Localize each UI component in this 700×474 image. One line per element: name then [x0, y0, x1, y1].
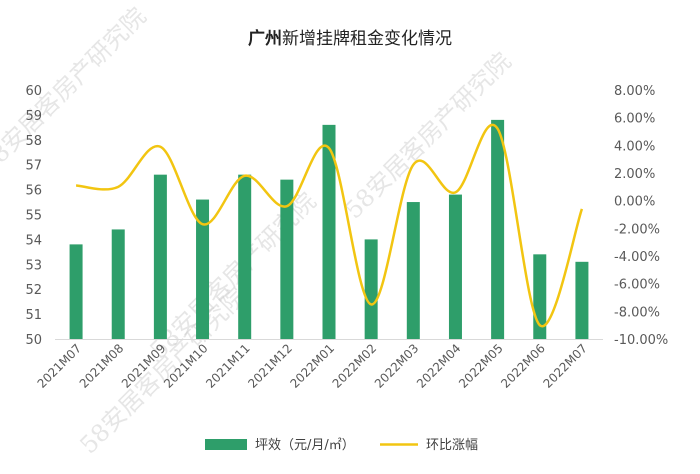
y-left-tick-label: 53: [25, 258, 42, 273]
y-right-tick-label: -4.00%: [614, 250, 660, 265]
legend-label-line: 环比涨幅: [426, 438, 478, 453]
y-right-tick-label: -6.00%: [614, 278, 660, 293]
bar-2021M07: [69, 244, 83, 339]
x-tick-label: 2021M08: [77, 341, 127, 391]
y-left-tick-label: 56: [25, 184, 42, 199]
y-right-tick-label: 4.00%: [614, 139, 655, 154]
y-left-tick-label: 57: [25, 159, 42, 174]
bar-2022M01: [322, 124, 336, 339]
legend-label-bar: 坪效（元/月/㎡）: [255, 438, 355, 453]
y-left-tick-label: 59: [25, 109, 42, 124]
y-right-tick-label: 8.00%: [614, 84, 655, 99]
x-tick-label: 2022M04: [414, 341, 464, 391]
bar-2022M05: [491, 119, 505, 339]
bar-2021M12: [280, 179, 294, 339]
chart-title-bold: 广州: [248, 28, 282, 49]
chart-title: 广州新增挂牌租金变化情况: [248, 28, 452, 49]
watermark-text: 58安居客房产研究院: [144, 187, 321, 364]
y-left-tick-label: 51: [25, 308, 42, 323]
x-axis: 2021M072021M082021M092021M102021M112021M…: [35, 341, 590, 391]
bar-2021M08: [111, 229, 125, 339]
bar-2021M10: [196, 199, 210, 339]
x-tick-label: 2021M07: [35, 341, 85, 391]
watermark-text: 58安居客房产研究院: [0, 2, 152, 179]
x-tick-label: 2021M11: [203, 341, 253, 391]
line-series-change: [75, 123, 584, 328]
y-right-tick-label: -10.00%: [614, 333, 668, 348]
y-left-tick-label: 58: [25, 134, 42, 149]
bar-2022M04: [448, 194, 462, 339]
x-tick-label: 2022M02: [330, 341, 380, 391]
y-left-tick-label: 52: [25, 283, 42, 298]
x-tick-label: 2021M12: [245, 341, 295, 391]
x-tick-label: 2022M03: [372, 341, 422, 391]
bar-2021M11: [238, 174, 252, 339]
watermark-text: 58安居客房产研究院: [339, 47, 516, 224]
bar-2021M09: [153, 174, 167, 339]
y-right-tick-label: -8.00%: [614, 305, 660, 320]
y-left-tick-label: 60: [25, 84, 42, 99]
x-tick-label: 2022M07: [540, 341, 590, 391]
x-tick-label: 2022M06: [498, 341, 548, 391]
chart-title-rest: 新增挂牌租金变化情况: [282, 29, 452, 49]
y-axis-left: 50 51 52 53 54 55 56 57 58 59 60: [25, 84, 42, 348]
legend-swatch-bar: [205, 439, 247, 450]
legend: 坪效（元/月/㎡） 环比涨幅: [205, 438, 478, 453]
y-left-tick-label: 55: [25, 209, 42, 224]
bar-2022M02: [364, 239, 378, 339]
x-tick-label: 2022M05: [456, 341, 506, 391]
y-left-tick-label: 54: [25, 233, 42, 248]
y-left-tick-label: 50: [25, 333, 42, 348]
x-tick-label: 2022M01: [288, 341, 338, 391]
y-right-tick-label: -2.00%: [614, 222, 660, 237]
y-right-tick-label: 6.00%: [614, 112, 655, 127]
y-axis-right: -10.00% -8.00% -6.00% -4.00% -2.00% 0.00% 2.00…: [614, 84, 668, 348]
y-right-tick-label: 2.00%: [614, 167, 655, 182]
bar-2022M03: [406, 202, 420, 339]
bar-2022M07: [575, 261, 589, 339]
y-right-tick-label: 0.00%: [614, 195, 655, 210]
bar-series: [69, 119, 589, 339]
